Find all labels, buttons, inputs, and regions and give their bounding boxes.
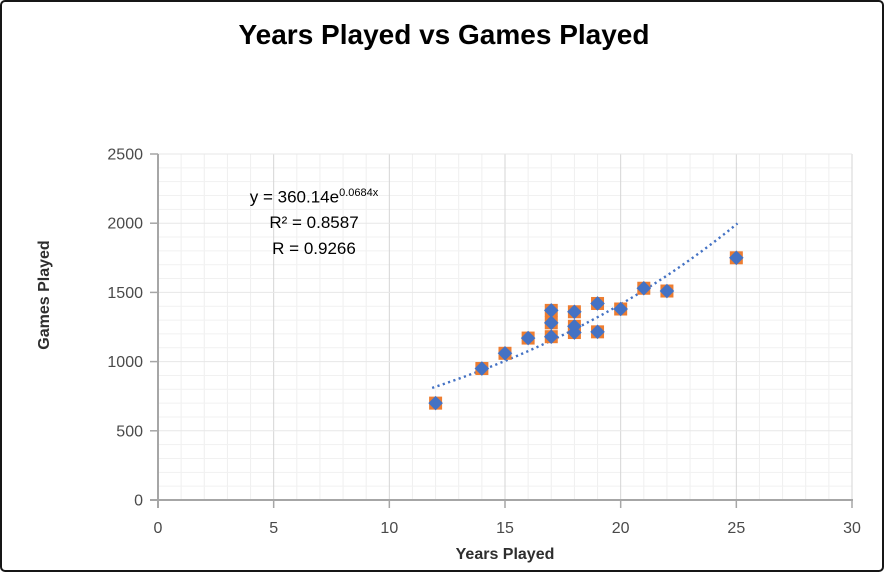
- y-tick-label: 2000: [107, 216, 143, 233]
- equation-base: y = 360.14e: [249, 187, 340, 207]
- x-tick-label: 5: [269, 520, 278, 537]
- marker-diamond: [659, 283, 675, 299]
- y-tick-label: 1000: [107, 354, 143, 371]
- tick-labels: 0 5 10 15 20 25 30 0 500 1000 1500 2000 2500: [107, 147, 861, 538]
- marker-diamonds: [428, 250, 744, 411]
- axes: [150, 153, 853, 508]
- marker-diamond: [497, 345, 513, 361]
- trendline-equation: y = 360.14e0.0684x: [194, 181, 434, 210]
- y-tick-label: 1500: [107, 285, 143, 302]
- x-tick-label: 30: [843, 520, 861, 537]
- marker-diamond: [567, 304, 582, 320]
- marker-squares: [429, 251, 743, 410]
- marker-diamond: [474, 361, 490, 376]
- x-axis-title: Years Played: [455, 546, 555, 563]
- marker-diamond: [613, 301, 628, 317]
- r-value: R = 0.9266: [272, 238, 356, 258]
- marker-diamond: [636, 280, 652, 296]
- x-tick-label: 25: [727, 520, 745, 537]
- marker-diamond: [567, 319, 582, 334]
- x-tick-label: 15: [496, 520, 514, 537]
- r-squared-value: R² = 0.8587: [269, 213, 359, 233]
- y-tick-label: 0: [134, 493, 143, 510]
- marker-diamond: [543, 303, 559, 318]
- marker-diamond: [520, 330, 536, 346]
- y-tick-label: 2500: [107, 147, 143, 164]
- y-axis-title: Games Played: [36, 240, 53, 350]
- chart-title: Years Played vs Games Played: [238, 19, 650, 50]
- equation-exponent: 0.0684x: [339, 187, 379, 199]
- marker-diamond: [543, 329, 559, 344]
- marker-diamond: [543, 315, 559, 331]
- y-tick-label: 500: [116, 423, 143, 440]
- trendline-annotation: y = 360.14e0.0684x R² = 0.8587 R = 0.926…: [194, 181, 434, 261]
- marker-diamond: [729, 250, 744, 266]
- x-tick-label: 0: [154, 520, 163, 537]
- x-tick-label: 10: [380, 520, 398, 537]
- x-tick-label: 20: [612, 520, 630, 537]
- marker-diamond: [590, 324, 605, 340]
- marker-diamond: [428, 395, 443, 411]
- marker-diamond: [590, 296, 605, 311]
